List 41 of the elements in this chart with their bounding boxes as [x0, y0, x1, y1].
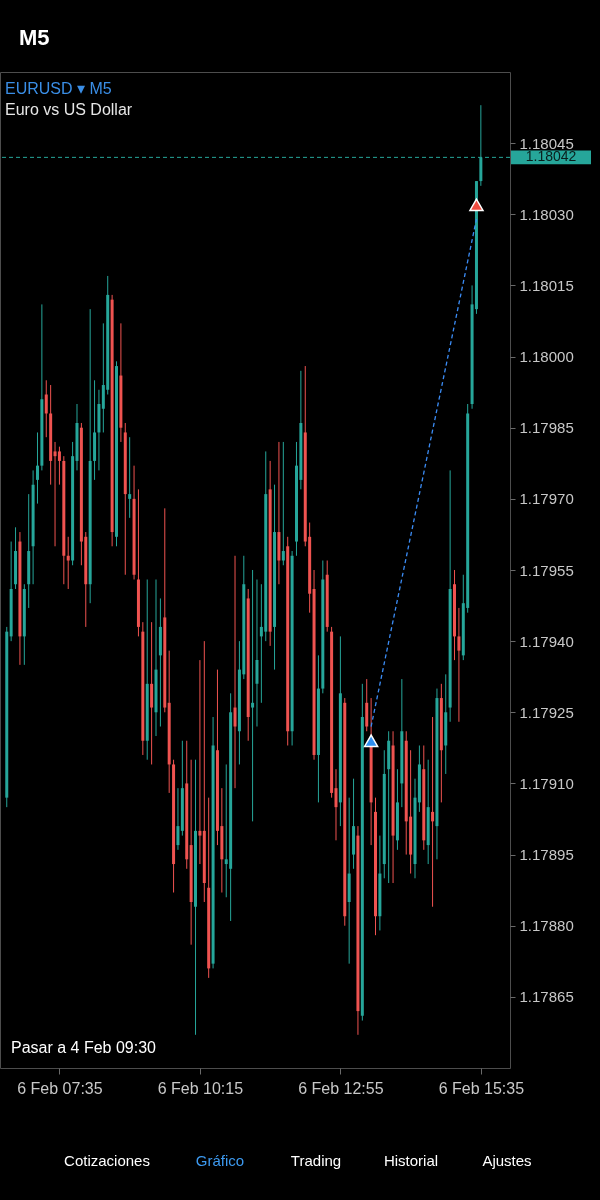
candlestick — [150, 621, 154, 765]
candlestick — [44, 379, 48, 438]
annotation: Pasar a 4 Feb 09:30 — [11, 1039, 157, 1056]
y-tick-label: 1.17985 — [519, 419, 574, 437]
y-tick-label: 1.17940 — [519, 632, 574, 650]
x-tick-label: 6 Feb 12:55 — [298, 1079, 384, 1097]
text: Gráfico — [195, 1152, 245, 1169]
y-tick-label: 1.17955 — [519, 561, 574, 579]
y-tick-label: 1.18030 — [519, 205, 574, 223]
y-tick-label: 1.17880 — [519, 917, 574, 935]
candlestick — [233, 555, 237, 789]
y-tick-label: 1.17895 — [519, 846, 574, 864]
text: Cotizaciones — [64, 1152, 150, 1169]
candlestick — [457, 607, 461, 723]
candlestick — [53, 441, 57, 547]
candlestick — [281, 441, 285, 566]
candlestick — [251, 569, 255, 822]
text: Trading — [290, 1152, 342, 1169]
candlestick — [128, 436, 132, 519]
candlestick — [35, 431, 39, 505]
y-tick-label: 1.17910 — [519, 774, 574, 792]
candlestick — [57, 446, 61, 486]
candlestick — [66, 536, 70, 590]
candlestick — [365, 678, 369, 732]
text: Ajustes — [482, 1152, 532, 1169]
y-tick-label: 1.18000 — [519, 348, 574, 366]
text: M5 — [19, 25, 50, 50]
x-tick-label: 6 Feb 10:15 — [157, 1079, 244, 1097]
x-tick-label: 6 Feb 07:35 — [17, 1079, 103, 1097]
candlestick — [176, 787, 180, 851]
y-tick-label: 1.18015 — [519, 276, 574, 294]
y-tick-label: 1.17970 — [519, 490, 574, 508]
text: Euro vs US Dollar — [5, 101, 133, 118]
y-tick-label: 1.17865 — [519, 988, 574, 1006]
candlestick — [198, 659, 202, 865]
text: EURUSD ▾ M5 — [5, 80, 112, 97]
candlestick — [255, 578, 259, 728]
candlestick — [431, 716, 435, 908]
y-tick-label: 1.17925 — [519, 703, 574, 721]
text: Historial — [383, 1152, 439, 1169]
x-tick-label: 6 Feb 15:35 — [438, 1079, 525, 1097]
